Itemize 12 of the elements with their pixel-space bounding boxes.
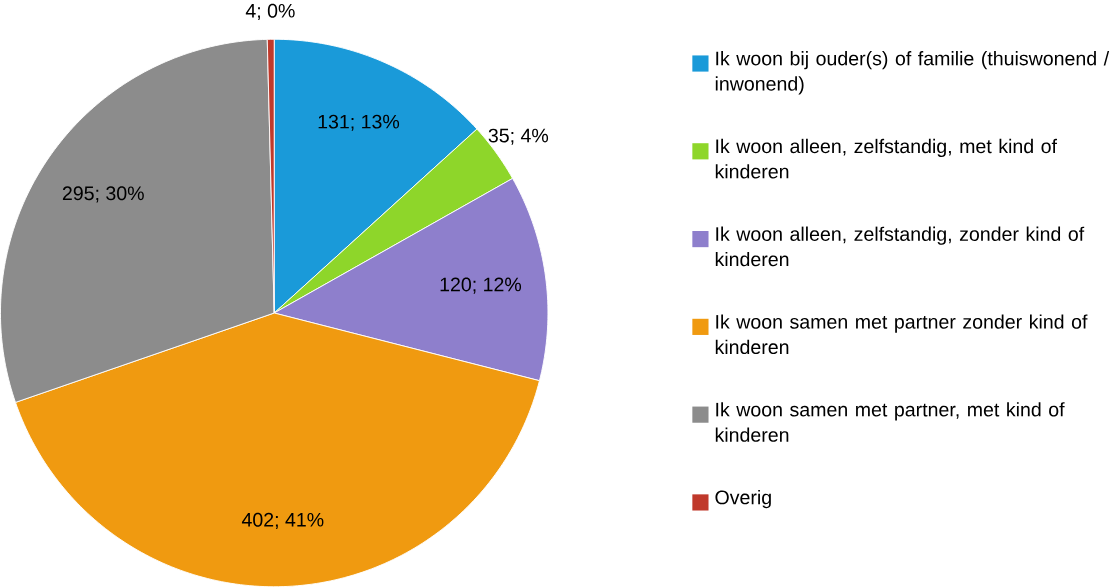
- data-label: 402; 41%: [241, 512, 324, 529]
- legend-label: Ik woon samen met partner zonder kind of kinderen: [715, 314, 1088, 354]
- legend-label: Ik woon bij ouder(s) of familie (thuiswonend / inwonend): [715, 50, 1110, 95]
- data-label: 295; 30%: [62, 186, 144, 203]
- legend-label: Ik woon alleen, zelfstandig, zonder kind of kinderen: [715, 226, 1085, 267]
- data-label: 131; 13%: [318, 114, 400, 131]
- legend-label: Ik woon samen met partner, met kind of kinderen: [715, 402, 1065, 442]
- data-label: 120; 12%: [440, 277, 522, 294]
- data-label: 4; 0%: [245, 3, 295, 20]
- data-label: 35; 4%: [488, 128, 549, 145]
- legend-label: Overig: [715, 489, 771, 509]
- legend-label: Ik woon alleen, zelfstandig, met kind of kinderen: [715, 138, 1058, 179]
